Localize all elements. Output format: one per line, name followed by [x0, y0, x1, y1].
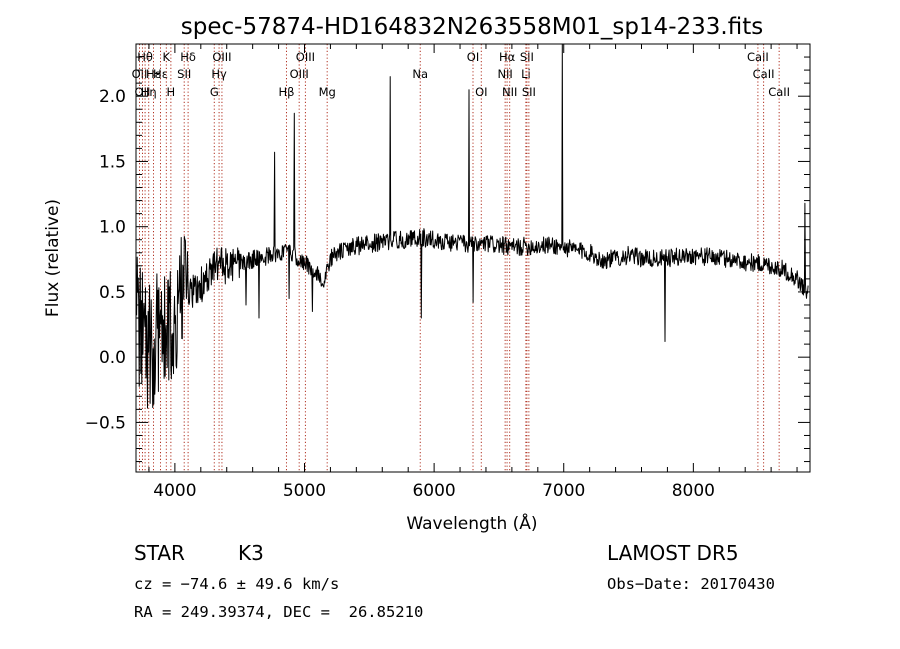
line-marker-label: Hγ: [211, 67, 227, 81]
chart-title: spec-57874-HD164832N263558M01_sp14-233.f…: [181, 14, 763, 40]
x-axis: 4000 5000 6000 7000 8000: [148, 44, 798, 501]
line-marker-label: G: [210, 85, 219, 99]
spectrum-series: [136, 43, 809, 409]
observation-date: Obs−Date: 20170430: [607, 575, 775, 593]
line-marker-label: H: [167, 85, 176, 99]
line-marker-label: OIII: [290, 67, 309, 81]
line-marker-label: K: [163, 50, 171, 64]
x-tick-label: 4000: [153, 481, 196, 501]
line-marker-label: Hδ: [180, 50, 196, 64]
spectrum-line: [136, 43, 809, 409]
line-marker-label: CaII: [747, 50, 769, 64]
ra-dec-coordinates: RA = 249.39374, DEC = 26.85210: [134, 603, 424, 621]
line-marker-label: CaII: [768, 85, 790, 99]
redshift-cz: cz = −74.6 ± 49.6 km/s: [134, 575, 340, 593]
y-tick-label: −0.5: [85, 413, 126, 433]
spectral-subclass: K3: [238, 541, 264, 565]
line-marker-label: NII: [497, 67, 512, 81]
x-axis-label: Wavelength (Å): [406, 512, 537, 534]
line-marker-label: Hε: [153, 67, 168, 81]
survey-name: LAMOST DR5: [607, 541, 739, 565]
y-tick-label: 1.5: [99, 152, 126, 172]
line-marker-label: OI: [475, 85, 487, 99]
x-tick-label: 8000: [672, 481, 715, 501]
x-tick-label: 7000: [542, 481, 585, 501]
line-marker-label: NII: [502, 85, 517, 99]
y-tick-label: 0.5: [99, 283, 126, 303]
line-marker-label: Hε: [146, 67, 161, 81]
line-marker-label: SII: [520, 50, 534, 64]
line-marker-label: OII: [135, 85, 151, 99]
line-marker-label: SII: [522, 85, 536, 99]
y-axis: −0.5 0.0 0.5 1.0 1.5 2.0: [85, 56, 810, 463]
line-markers: OIIOIIHθHηHεHεKHSIIHδGHγOIIIHβOIIIOIIIMg…: [132, 44, 790, 472]
x-tick-label: 5000: [283, 481, 326, 501]
y-tick-label: 0.0: [99, 348, 126, 368]
object-class: STAR: [134, 541, 185, 565]
y-tick-label: 2.0: [99, 87, 126, 107]
y-tick-label: 1.0: [99, 218, 126, 238]
plot-frame: [135, 43, 811, 473]
line-marker-label: Hα: [499, 50, 516, 64]
line-marker-label: Li: [521, 67, 531, 81]
line-marker-label: SII: [177, 67, 191, 81]
line-marker-label: Na: [412, 67, 428, 81]
line-marker-label: Hθ: [137, 50, 153, 64]
line-marker-label: Hη: [141, 85, 157, 99]
line-marker-label: OI: [467, 50, 479, 64]
line-marker-label: Mg: [319, 85, 336, 99]
x-tick-label: 6000: [412, 481, 455, 501]
y-axis-label: Flux (relative): [43, 199, 63, 317]
line-marker-label: OIII: [296, 50, 315, 64]
line-marker-label: CaII: [753, 67, 775, 81]
line-marker-label: OIII: [212, 50, 231, 64]
line-marker-label: Hβ: [278, 85, 294, 99]
